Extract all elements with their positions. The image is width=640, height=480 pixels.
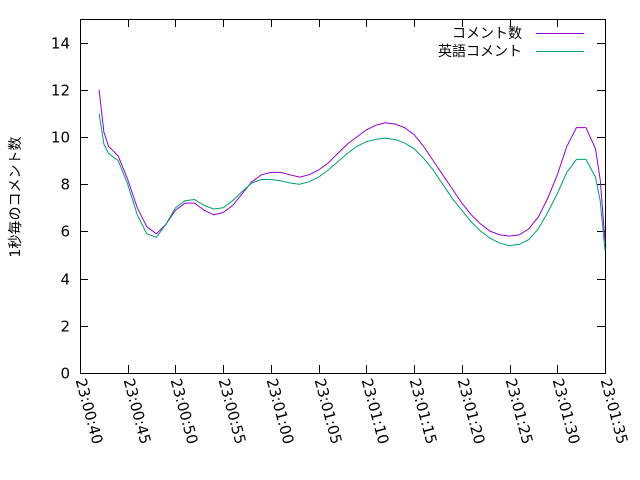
- series-line-1: [98, 89, 606, 241]
- y-tick-label: 0: [60, 365, 70, 383]
- y-tick-label: 14: [51, 35, 70, 53]
- x-tick-label: 23:00:40: [72, 376, 107, 446]
- y-tick-label: 8: [60, 176, 70, 194]
- x-tick-label: 23:00:45: [120, 376, 155, 446]
- x-tick-label: 23:00:50: [167, 376, 202, 446]
- x-tick-label: 23:01:15: [406, 376, 441, 446]
- x-tick-label: 23:01:20: [454, 376, 489, 446]
- x-tick-label: 23:01:25: [502, 376, 537, 446]
- y-axis: 0 2 4 6 8 10 12 14: [51, 35, 605, 383]
- legend-label: コメント数: [452, 26, 522, 42]
- y-axis-label: 1秒毎のコメント数: [8, 137, 24, 258]
- x-axis: 23:00:40 23:00:45 23:00:50 23:00:55 23:01:00…: [72, 19, 632, 446]
- y-tick-label: 12: [51, 82, 70, 100]
- x-tick-label: 23:01:30: [549, 376, 584, 446]
- y-tick-label: 6: [60, 223, 70, 241]
- x-tick-label: 23:01:00: [263, 376, 298, 446]
- series-layer: [98, 89, 606, 251]
- x-tick-label: 23:01:10: [358, 376, 393, 446]
- x-tick-label: 23:01:35: [597, 376, 632, 446]
- series-line-2: [98, 113, 606, 251]
- y-tick-label: 2: [60, 318, 70, 336]
- x-tick-label: 23:00:55: [215, 376, 250, 446]
- plot-frame: [80, 19, 606, 374]
- y-tick-label: 4: [60, 271, 70, 289]
- x-tick-label: 23:01:05: [311, 376, 346, 446]
- legend-label: 英語コメント: [438, 43, 522, 60]
- y-tick-label: 10: [51, 129, 70, 147]
